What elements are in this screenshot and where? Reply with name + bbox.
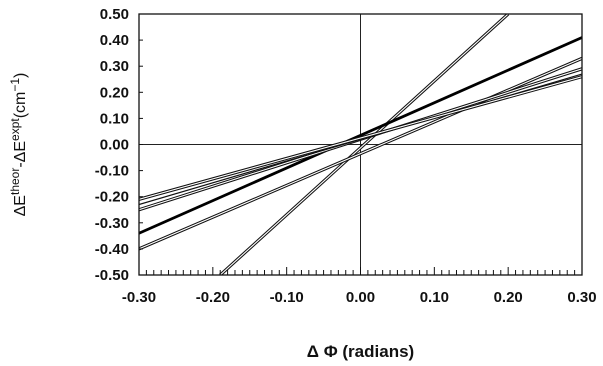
x-minor-ticks — [138, 267, 583, 275]
series-line-3 — [139, 57, 582, 250]
y-tick-label: -0.50 — [95, 267, 129, 284]
x-tick-label: -0.30 — [122, 289, 156, 306]
y-tick-label: 0.40 — [100, 32, 129, 49]
y-tick-labels: 0.50 0.40 0.30 0.20 0.10 0.00 -0.10 -0.20 -0.30 -… — [95, 6, 143, 284]
y-tick-label: -0.40 — [95, 241, 129, 258]
y-axis-title: ΔEtheor-ΔEexpt(cm−1) — [8, 73, 29, 217]
x-tick-label: -0.10 — [270, 289, 304, 306]
x-tick-label: 0.10 — [420, 289, 449, 306]
y-tick-label: -0.30 — [95, 215, 129, 232]
reference-lines — [139, 14, 582, 275]
y-tick-label: 0.50 — [100, 6, 129, 23]
x-tick-label: 0.20 — [494, 289, 523, 306]
y-tick-label: 0.30 — [100, 58, 129, 75]
x-tick-labels: -0.30 -0.20 -0.10 0.00 0.10 0.20 0.30 — [122, 289, 597, 306]
series-layer — [139, 14, 582, 275]
y-tick-label: 0.20 — [100, 84, 129, 101]
x-tick-label: 0.30 — [567, 289, 596, 306]
x-tick-label: 0.00 — [346, 289, 375, 306]
y-tick-label: -0.20 — [95, 189, 129, 206]
x-tick-label: -0.20 — [196, 289, 230, 306]
y-tick-label: 0.00 — [100, 137, 129, 154]
series-line-1 — [219, 14, 509, 275]
series-line-2 — [139, 36, 582, 235]
y-tick-label: 0.10 — [100, 110, 129, 127]
series-line-6 — [139, 76, 582, 200]
plot-frame — [138, 13, 583, 276]
x-axis-title: Δ Φ (radians) — [307, 342, 414, 361]
y-tick-label: -0.10 — [95, 163, 129, 180]
